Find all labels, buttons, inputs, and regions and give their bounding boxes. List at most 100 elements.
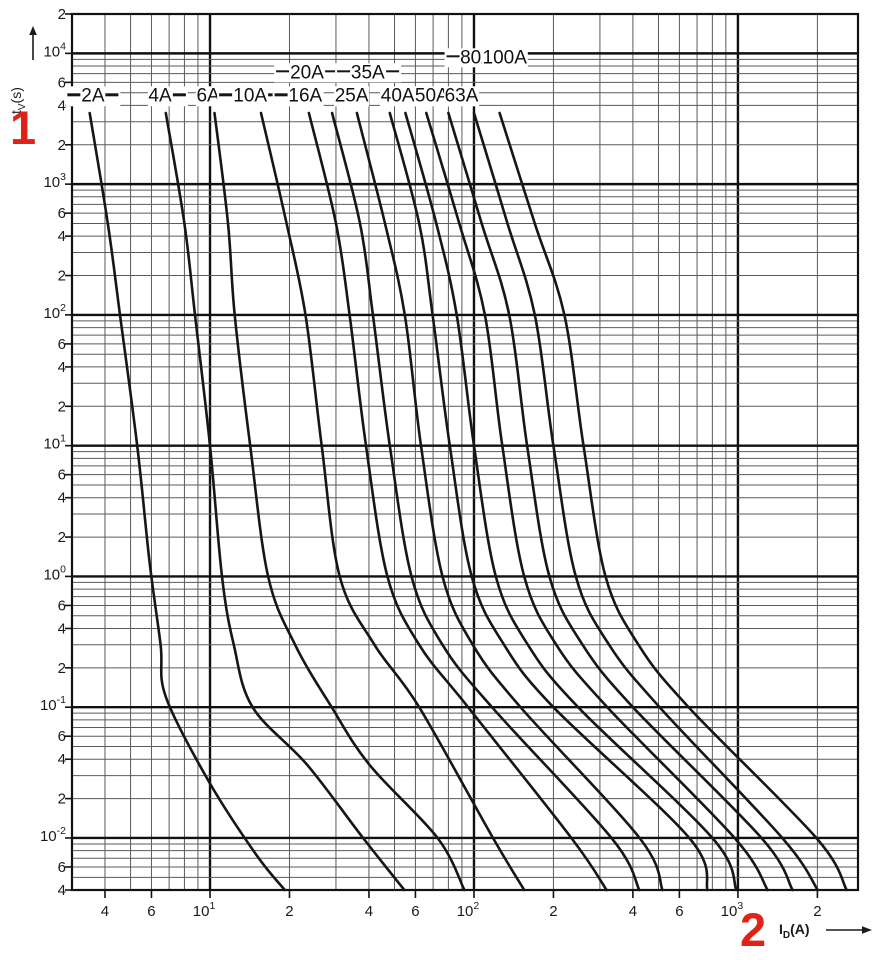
curve-label-text: 25A	[334, 85, 369, 107]
y-tick-exponent: 4	[60, 40, 66, 52]
x-axis-symbol: I	[779, 921, 783, 937]
y-tick-label: 10-2	[40, 825, 66, 845]
curve-label-text: 6A	[196, 85, 220, 107]
y-tick-exponent: 0	[60, 563, 66, 575]
x-axis-subscript: D	[782, 929, 791, 941]
curve-label-25A: 25A	[333, 85, 370, 107]
x-axis-title: ID(A)	[779, 921, 810, 941]
x-tick-label: 6	[675, 903, 683, 920]
y-tick-label: 6	[58, 597, 66, 614]
label-leader-dash	[219, 93, 233, 97]
x-tick-label: 4	[101, 903, 109, 920]
fuse-curve-35A	[388, 111, 709, 892]
x-tick-label: 2	[813, 903, 821, 920]
y-tick-label: 4	[58, 882, 66, 899]
x-tick-label: 102	[457, 900, 480, 920]
curve-label-text: 4A	[148, 85, 172, 107]
fuse-curve-16A	[307, 111, 608, 892]
y-tick-label: 6	[58, 859, 66, 876]
y-tick-label: 4	[58, 228, 66, 245]
curve-label-text: 40A	[380, 85, 415, 107]
y-tick-label: 102	[43, 302, 66, 322]
curve-label-text: 63A	[444, 85, 479, 107]
curve-label-16A: 16A	[272, 85, 324, 107]
y-tick-label: 10-1	[40, 694, 66, 714]
fuse-curve-40A	[404, 111, 738, 892]
y-tick-label: 2	[58, 660, 66, 677]
y-tick-label: 2	[58, 268, 66, 285]
x-tick-exponent: 2	[473, 900, 479, 912]
y-tick-label: 2	[58, 137, 66, 154]
x-tick-label: 6	[411, 903, 419, 920]
y-tick-exponent: -2	[57, 825, 66, 837]
curve-label-text: 16A	[288, 85, 323, 107]
y-tick-label: 4	[58, 97, 66, 114]
label-leader-dash	[324, 70, 338, 73]
curve-label-2A: 2A	[65, 85, 121, 107]
y-tick-label: 2	[58, 791, 66, 808]
curve-label-text: 2A	[81, 85, 105, 107]
fuse-curve-4A	[164, 111, 406, 892]
curve-label-10A: 10A	[217, 86, 284, 106]
y-tick-label: 2	[58, 529, 66, 546]
y-tick-label: 4	[58, 490, 66, 507]
y-tick-label: 104	[43, 40, 66, 60]
y-tick-label: 6	[58, 74, 66, 91]
y-tick-exponent: 3	[60, 171, 66, 183]
x-tick-exponent: 1	[209, 900, 215, 912]
y-tick-label: 103	[43, 171, 66, 191]
label-leader-dash	[336, 70, 350, 73]
x-tick-label: 101	[193, 900, 216, 920]
curve-label-text: 20A	[290, 62, 324, 84]
x-tick-label: 2	[549, 903, 557, 920]
curve-label-text: 50A	[414, 85, 449, 107]
fuse-curve-80A	[472, 111, 819, 892]
fuse-curve-63A	[447, 111, 794, 892]
x-tick-label: 6	[147, 903, 155, 920]
y-tick-label: 4	[58, 359, 66, 376]
curve-label-35A: 35A	[334, 62, 401, 84]
label-leader-dash	[172, 93, 186, 97]
y-tick-exponent: -1	[57, 694, 66, 706]
y-tick-label: 6	[58, 205, 66, 222]
curve-label-40A: 40A	[379, 85, 416, 107]
label-leader-dash	[446, 55, 460, 58]
x-tick-label: 4	[629, 903, 637, 920]
curve-label-100A: 100A	[481, 46, 528, 68]
label-leader-dash	[67, 93, 81, 97]
curve-label-4A: 4A	[147, 85, 188, 107]
y-tick-label: 6	[58, 336, 66, 353]
curve-label-63A: 63A	[443, 85, 480, 107]
y-tick-label: 100	[43, 563, 66, 583]
curve-label-text: 35A	[350, 62, 385, 84]
x-tick-exponent: 3	[737, 900, 743, 912]
y-tick-label: 2	[58, 398, 66, 415]
fuse-curve-25A	[355, 111, 664, 892]
x-tick-label: 4	[365, 903, 373, 920]
fuse-curve-100A	[498, 111, 848, 892]
fuse-curve-2A	[88, 111, 287, 892]
label-leader-dash	[274, 93, 288, 97]
fuse-curve-10A	[259, 111, 526, 892]
red-marker-1: 1	[10, 101, 37, 154]
axis-ticks: 4 6 101 2 4 6 102 2 4 6 103 22104642103642102642101…	[40, 6, 822, 920]
red-marker-2: 2	[740, 903, 767, 956]
curve-label-50A: 50A	[413, 85, 450, 107]
y-tick-label: 2	[58, 6, 66, 23]
fuse-curves	[88, 111, 848, 892]
y-tick-label: 4	[58, 620, 66, 637]
y-tick-exponent: 2	[60, 302, 66, 314]
label-leader-dash	[385, 70, 399, 73]
y-tick-label: 6	[58, 467, 66, 484]
y-axis-up-arrow-icon	[29, 26, 37, 60]
y-tick-label: 101	[43, 433, 66, 453]
curve-label-text: 100A	[482, 46, 527, 68]
label-leader-dash	[105, 93, 119, 97]
fuse-curve-6A	[213, 111, 466, 892]
x-axis-right-arrow-icon	[826, 926, 872, 934]
fuse-curve-20A	[330, 111, 641, 892]
x-tick-label: 2	[285, 903, 293, 920]
fuse-curve-50A	[425, 111, 769, 892]
